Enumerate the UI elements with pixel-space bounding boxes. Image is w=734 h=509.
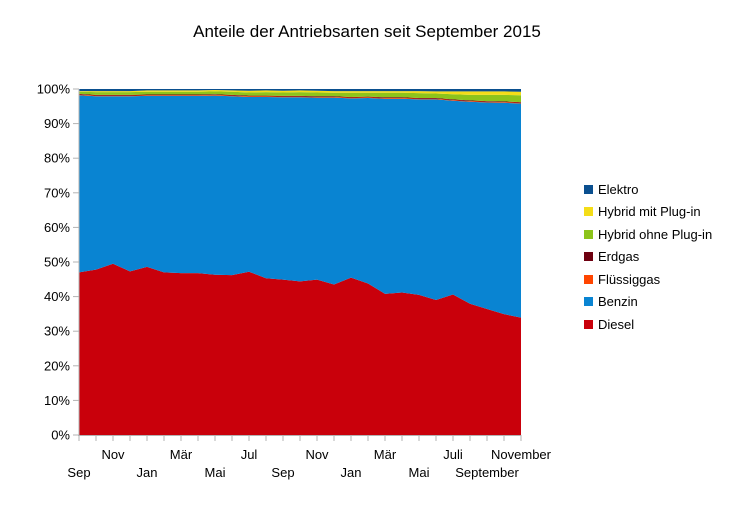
legend-item-fluessiggas: Flüssiggas [584,268,712,291]
legend-label: Benzin [598,294,638,310]
x-tick-label: Jan [341,465,362,480]
x-tick-label: Mär [374,447,397,462]
y-tick-label: 50% [44,255,70,270]
legend-label: Diesel [598,316,635,332]
x-tick-label: November [491,447,552,462]
legend-swatch [584,184,593,194]
area-hybrid-mit-plug-in [79,90,521,96]
x-tick-label: Mär [170,447,193,462]
x-tick-label: Jan [137,465,158,480]
legend-swatch [584,319,593,329]
area-benzin [79,95,521,318]
legend-item-diesel: Diesel [584,313,712,336]
legend-swatch [584,229,593,239]
y-tick-label: 30% [44,324,70,339]
x-tick-label: Nov [305,447,329,462]
x-tick-label: Sep [271,465,294,480]
x-tick-label: Mai [409,465,430,480]
legend-item-erdgas: Erdgas [584,246,712,269]
legend-label: Hybrid ohne Plug-in [598,226,713,242]
x-tick-label: Nov [101,447,125,462]
legend-label: Flüssiggas [598,271,661,287]
y-tick-label: 100% [37,82,71,97]
legend-swatch [584,252,593,262]
x-tick-label: Sep [67,465,90,480]
legend-swatch [584,207,593,217]
area-diesel [79,263,521,435]
y-tick-label: 70% [44,185,70,200]
chart-title: Anteile der Antriebsarten seit September… [193,22,541,41]
legend-item-elektro: Elektro [584,178,712,201]
y-tick-label: 80% [44,151,70,166]
x-tick-label: Mai [205,465,226,480]
legend-swatch [584,274,593,284]
y-tick-label: 0% [51,428,70,443]
area-elektro [79,89,521,92]
legend-label: Hybrid mit Plug-in [598,204,701,220]
chart-legend: Elektro Hybrid mit Plug-in Hybrid ohne Plu… [584,178,712,336]
y-tick-label: 20% [44,358,70,373]
legend-item-benzin: Benzin [584,291,712,314]
y-tick-label: 90% [44,116,70,131]
legend-item-hybrid-ohne-plug-in: Hybrid ohne Plug-in [584,223,712,246]
area-hybrid-ohne-plug-in [79,91,521,103]
y-tick-label: 10% [44,393,70,408]
x-tick-label: Juli [443,447,463,462]
legend-swatch [584,297,593,307]
y-tick-label: 60% [44,220,70,235]
y-tick-label: 40% [44,289,70,304]
legend-label: Erdgas [598,249,640,265]
legend-item-hybrid-mit-plug-in: Hybrid mit Plug-in [584,201,712,224]
x-tick-label: September [455,465,519,480]
legend-label: Elektro [598,181,639,197]
x-tick-label: Jul [241,447,258,462]
area-fluessiggas [79,94,521,104]
area-erdgas [79,93,521,103]
